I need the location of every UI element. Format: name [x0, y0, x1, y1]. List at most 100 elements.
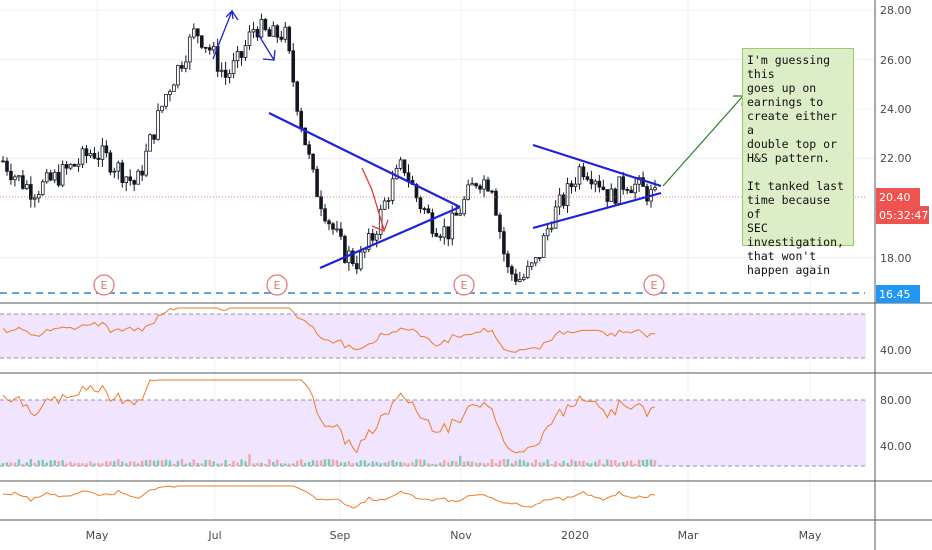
- candle: [609, 183, 614, 202]
- candle: [17, 175, 21, 182]
- volume-bar: [101, 463, 104, 466]
- candle: [36, 190, 41, 203]
- candle: [231, 52, 236, 79]
- volume-bar: [558, 463, 561, 466]
- volume-bar: [276, 459, 279, 466]
- triangle-pattern-2[interactable]: [532, 143, 662, 230]
- volume-bar: [498, 460, 502, 466]
- volume-bar: [248, 454, 251, 466]
- candle: [243, 39, 248, 61]
- candle: [148, 133, 152, 152]
- candle: [625, 187, 629, 195]
- volume-bar: [228, 463, 231, 466]
- candle: [25, 180, 29, 190]
- volume-bar: [268, 459, 271, 466]
- volume-bar: [204, 459, 207, 466]
- candle: [641, 171, 645, 187]
- stochastic-line: [2, 379, 656, 454]
- volume-bar: [347, 461, 351, 466]
- volume-bar: [534, 459, 537, 466]
- volume-bar: [41, 459, 44, 466]
- earnings-marker[interactable]: E: [266, 274, 288, 296]
- volume-bar: [220, 463, 223, 466]
- volume-bar: [570, 459, 573, 466]
- volume-bar: [45, 462, 48, 466]
- top-arrow-drawing[interactable]: [212, 9, 276, 61]
- candle: [597, 174, 602, 193]
- price-axis[interactable]: 28.00 26.00 24.00 22.00 18.00: [880, 4, 912, 265]
- candle: [426, 204, 431, 214]
- candle: [40, 179, 45, 196]
- svg-text:E: E: [274, 279, 281, 292]
- volume-bar: [152, 460, 156, 466]
- volume-bar: [327, 459, 331, 466]
- volume-bar: [514, 460, 518, 466]
- volume-bar: [168, 460, 172, 466]
- candle: [291, 43, 296, 87]
- volume-bar: [252, 463, 255, 466]
- volume-bar: [586, 462, 589, 466]
- candle: [164, 93, 168, 110]
- candle: [235, 46, 240, 68]
- bar-countdown: 05:32:47: [879, 209, 928, 222]
- volume-bar: [598, 459, 601, 466]
- volume-bar: [77, 462, 80, 466]
- candle: [5, 157, 9, 176]
- time-axis[interactable]: May Jul Sep Nov 2020 Mar May: [86, 529, 822, 542]
- candle: [263, 17, 268, 32]
- candle: [76, 158, 81, 172]
- indicator-bands: [0, 313, 866, 467]
- volume-bar: [435, 463, 438, 466]
- candle: [136, 168, 140, 185]
- red-arrow-drawing[interactable]: [361, 167, 389, 232]
- earnings-marker[interactable]: E: [93, 274, 115, 296]
- volume-bar: [482, 463, 486, 466]
- volume-bar: [466, 461, 470, 466]
- candle: [192, 23, 196, 40]
- volume-bar: [164, 459, 168, 466]
- triangle-pattern-1[interactable]: [268, 112, 461, 270]
- time-tick-label: May: [799, 529, 822, 542]
- volume-bar: [136, 463, 140, 466]
- candle: [295, 80, 299, 116]
- volume-bar: [486, 462, 490, 466]
- volume-bar: [510, 463, 514, 466]
- candle: [184, 55, 188, 73]
- volume-bar: [188, 462, 192, 466]
- candle: [188, 34, 192, 70]
- volume-bar: [566, 463, 569, 466]
- volume-bar: [295, 460, 299, 466]
- earnings-marker[interactable]: E: [453, 274, 475, 296]
- volume-bar: [526, 462, 529, 466]
- volume-bar: [367, 463, 370, 466]
- candle: [498, 212, 502, 239]
- candle: [307, 140, 311, 159]
- price-tick-label: 18.00: [880, 252, 912, 265]
- candle: [446, 226, 451, 247]
- candle: [100, 137, 105, 167]
- volume-bar: [653, 460, 657, 466]
- earnings-marker[interactable]: E: [643, 274, 665, 296]
- volume-bar: [506, 459, 510, 466]
- volume-bar: [69, 461, 72, 466]
- volume-bar: [224, 459, 227, 466]
- candle: [120, 159, 125, 188]
- candle: [541, 232, 546, 258]
- volume-bar: [5, 462, 9, 466]
- volume-bar: [578, 460, 581, 466]
- candle: [617, 176, 622, 204]
- volume-bar: [93, 463, 96, 466]
- volume-bar: [9, 462, 13, 466]
- volume-bar: [200, 463, 203, 466]
- candle: [331, 221, 335, 235]
- volume-bar: [89, 461, 92, 466]
- candle: [84, 144, 89, 163]
- time-tick-label: Sep: [330, 529, 351, 542]
- candle: [438, 233, 443, 241]
- annotation-note[interactable]: I'm guessing this goes up on earnings to…: [742, 48, 854, 277]
- volume-bar: [419, 459, 422, 466]
- price-candles[interactable]: [1, 13, 657, 286]
- volume-bars: [1, 454, 657, 466]
